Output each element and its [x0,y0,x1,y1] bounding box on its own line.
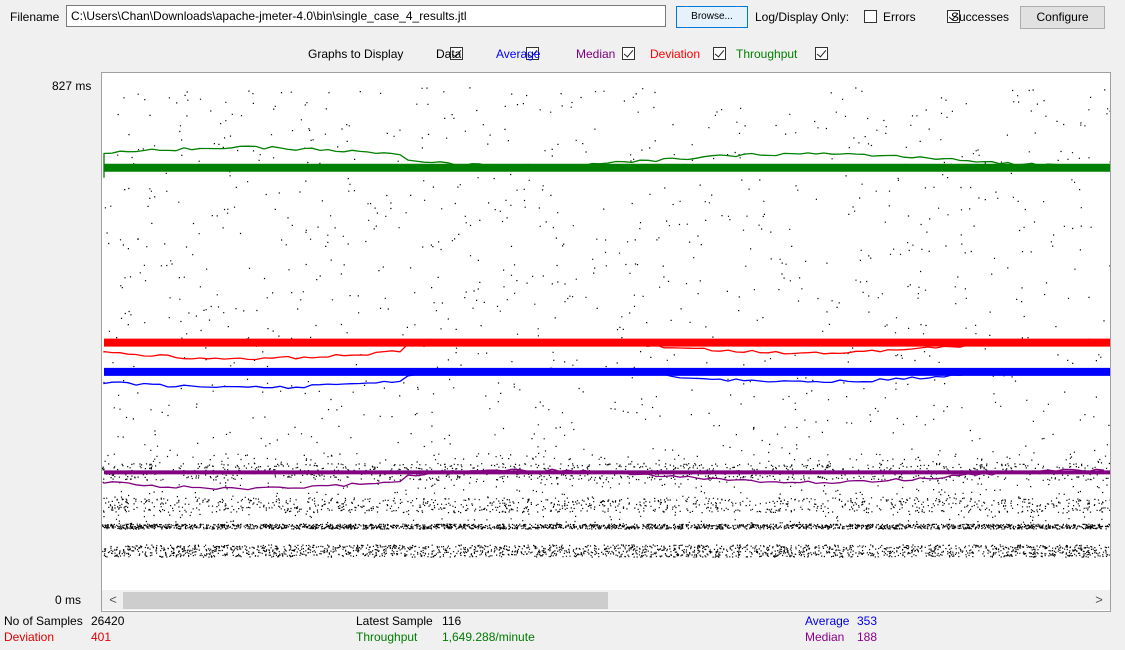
graph-canvas [102,87,1110,558]
average-trend-line [103,368,1105,390]
average-checkbox[interactable] [526,47,540,60]
average-label: Average [496,47,541,61]
samples-label: No of Samples [4,614,83,628]
results-graph [101,72,1111,612]
median-trend-line [103,468,1105,491]
median-stat-value: 188 [857,630,878,644]
log-display-only-label: Log/Display Only: [755,10,850,24]
throughput-stat-label: Throughput [356,630,418,644]
configure-button[interactable]: Configure [1020,6,1105,29]
filename-label: Filename [10,10,60,24]
data-checkbox[interactable] [449,47,463,60]
latest-sample-value: 116 [442,614,462,628]
errors-checkbox[interactable] [864,10,877,23]
horizontal-scrollbar[interactable]: < > [102,590,1110,610]
throughput-checkbox[interactable] [815,47,829,60]
scroll-right-arrow-icon[interactable]: > [1095,592,1103,607]
data-label: Data [436,47,462,61]
median-stat-label: Median [805,630,845,644]
median-label: Median [576,47,616,61]
successes-checkbox[interactable] [947,10,961,23]
deviation-checkbox[interactable] [712,47,726,60]
data-points [102,87,1110,558]
average-stat-value: 353 [857,614,878,628]
filename-input[interactable]: C:\Users\Chan\Downloads\apache-jmeter-4.… [66,5,666,27]
browse-button[interactable]: Browse... [676,6,748,28]
errors-label: Errors [883,10,916,24]
average-stat-label: Average [805,614,850,628]
latest-sample-label: Latest Sample [356,614,433,628]
deviation-stat-label: Deviation [4,630,55,644]
scroll-left-arrow-icon[interactable]: < [109,592,117,607]
graphs-to-display-label: Graphs to Display [308,47,404,61]
deviation-trend-line [103,338,1105,361]
throughput-stat-value: 1,649.288/minute [442,630,535,644]
scroll-thumb[interactable] [123,592,608,609]
throughput-label: Throughput [736,47,798,61]
y-axis-min-label: 0 ms [55,593,82,607]
throughput-trend-line [103,145,1105,178]
successes-label: Successes [951,10,1010,24]
deviation-label: Deviation [650,47,701,61]
samples-value: 26420 [91,614,125,628]
y-axis-max-label: 827 ms [52,79,92,93]
median-checkbox[interactable] [622,47,636,60]
data-scatter [102,87,1110,558]
deviation-stat-value: 401 [91,630,112,644]
